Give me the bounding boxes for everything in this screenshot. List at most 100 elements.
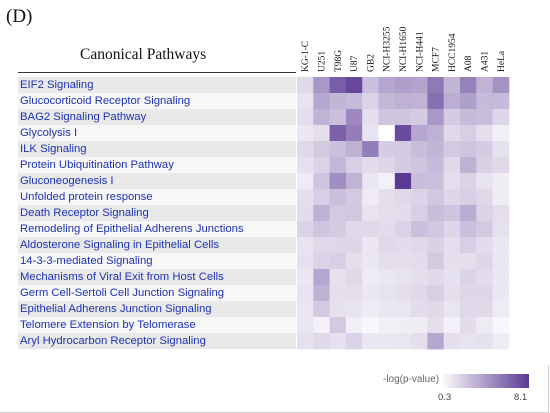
heatmap-cell bbox=[460, 333, 477, 350]
heatmap-cell bbox=[378, 333, 396, 350]
heatmap-cell bbox=[492, 141, 510, 158]
heatmap-cell bbox=[329, 141, 347, 158]
column-label: NCI-H1650 bbox=[399, 26, 409, 72]
heatmap-cell bbox=[329, 221, 347, 238]
heatmap-cell bbox=[460, 205, 477, 222]
heatmap-cell bbox=[394, 253, 412, 270]
heatmap-cell bbox=[476, 285, 493, 302]
heatmap-cell bbox=[476, 173, 493, 190]
heatmap-cell bbox=[362, 237, 379, 254]
pathway-label: Protein Ubiquitination Pathway bbox=[18, 157, 296, 173]
heatmap-cell bbox=[394, 93, 412, 110]
heatmap-cell bbox=[362, 125, 379, 142]
heatmap-cell bbox=[345, 253, 363, 270]
heatmap-cell bbox=[345, 141, 363, 158]
column-label: NCI-H3255 bbox=[383, 26, 393, 72]
heatmap-cell bbox=[394, 189, 412, 206]
heatmap-cell bbox=[362, 221, 379, 238]
heatmap-cell bbox=[297, 317, 314, 334]
heatmap-cell bbox=[378, 141, 396, 158]
heatmap-cell bbox=[411, 109, 428, 126]
heatmap-cell bbox=[443, 125, 461, 142]
heatmap-cell bbox=[476, 301, 493, 318]
heatmap-cell bbox=[345, 157, 363, 174]
heatmap-cell bbox=[476, 189, 493, 206]
heatmap-cell bbox=[492, 189, 510, 206]
heatmap-cell bbox=[362, 317, 379, 334]
heatmap-cell bbox=[378, 301, 396, 318]
heatmap-cell bbox=[329, 269, 347, 286]
heatmap-cell bbox=[378, 317, 396, 334]
heatmap-cell bbox=[329, 157, 347, 174]
heatmap-cell bbox=[411, 317, 428, 334]
heatmap-cell bbox=[476, 269, 493, 286]
heatmap-cell bbox=[411, 205, 428, 222]
pathway-label: Mechanisms of Viral Exit from Host Cells bbox=[18, 269, 296, 285]
heatmap-cell bbox=[476, 125, 493, 142]
heatmap-cell bbox=[345, 333, 363, 350]
heatmap-cell bbox=[297, 141, 314, 158]
heatmap-cell bbox=[329, 333, 347, 350]
heatmap-cell bbox=[460, 301, 477, 318]
pathway-label: EIF2 Signaling bbox=[18, 77, 296, 93]
heatmap-cell bbox=[297, 189, 314, 206]
heatmap-cell bbox=[345, 301, 363, 318]
heatmap-cell bbox=[297, 173, 314, 190]
heatmap-cell bbox=[492, 109, 510, 126]
heatmap-cell bbox=[362, 189, 379, 206]
heatmap-cell bbox=[411, 285, 428, 302]
heatmap-cell bbox=[492, 301, 510, 318]
column-label: A08 bbox=[464, 55, 474, 72]
heatmap-cell bbox=[443, 157, 461, 174]
heatmap-cell bbox=[378, 93, 396, 110]
heatmap-cell bbox=[411, 77, 428, 94]
heatmap-cell bbox=[411, 301, 428, 318]
heatmap-cell bbox=[492, 93, 510, 110]
heatmap-cell bbox=[345, 109, 363, 126]
column-label: GB2 bbox=[366, 54, 376, 72]
heatmap-cell bbox=[345, 125, 363, 142]
heatmap-cell bbox=[329, 317, 347, 334]
heatmap-cell bbox=[427, 157, 445, 174]
pathway-label: Death Receptor Signaling bbox=[18, 205, 296, 221]
heatmap-cell bbox=[394, 301, 412, 318]
heatmap-cell bbox=[345, 189, 363, 206]
heatmap-cell bbox=[362, 301, 379, 318]
heatmap-cell bbox=[378, 125, 396, 142]
column-label: U87 bbox=[350, 55, 360, 72]
heatmap-cell bbox=[443, 285, 461, 302]
heatmap-cell bbox=[345, 317, 363, 334]
heatmap-cell bbox=[492, 285, 510, 302]
heatmap-cell bbox=[297, 253, 314, 270]
heatmap-cell bbox=[443, 317, 461, 334]
heatmap-cell bbox=[411, 125, 428, 142]
heatmap-cell bbox=[297, 269, 314, 286]
heatmap-cell bbox=[427, 173, 445, 190]
heatmap-cell bbox=[345, 285, 363, 302]
heatmap-cell bbox=[378, 205, 396, 222]
pathway-label: ILK Signaling bbox=[18, 141, 296, 157]
heatmap-cell bbox=[476, 77, 493, 94]
heatmap-cell bbox=[427, 301, 445, 318]
heatmap-cell bbox=[313, 77, 330, 94]
heatmap-cell bbox=[492, 77, 510, 94]
heatmap-cell bbox=[427, 141, 445, 158]
heatmap-cell bbox=[492, 173, 510, 190]
heatmap-cell bbox=[313, 109, 330, 126]
heatmap-cell bbox=[345, 173, 363, 190]
pathway-label: Epithelial Adherens Junction Signaling bbox=[18, 301, 296, 317]
heatmap-cell bbox=[329, 173, 347, 190]
heatmap-cell bbox=[297, 205, 314, 222]
heatmap-cell bbox=[362, 333, 379, 350]
heatmap-cell bbox=[345, 77, 363, 94]
heatmap-cell bbox=[313, 157, 330, 174]
heatmap-cell bbox=[394, 221, 412, 238]
heatmap-cell bbox=[492, 125, 510, 142]
heatmap-cell bbox=[443, 77, 461, 94]
heatmap-cell bbox=[460, 237, 477, 254]
heatmap-cell bbox=[313, 141, 330, 158]
heatmap-cell bbox=[345, 237, 363, 254]
heatmap-cell bbox=[411, 253, 428, 270]
heatmap-cell bbox=[297, 77, 314, 94]
pathway-label: Glycolysis I bbox=[18, 125, 296, 141]
